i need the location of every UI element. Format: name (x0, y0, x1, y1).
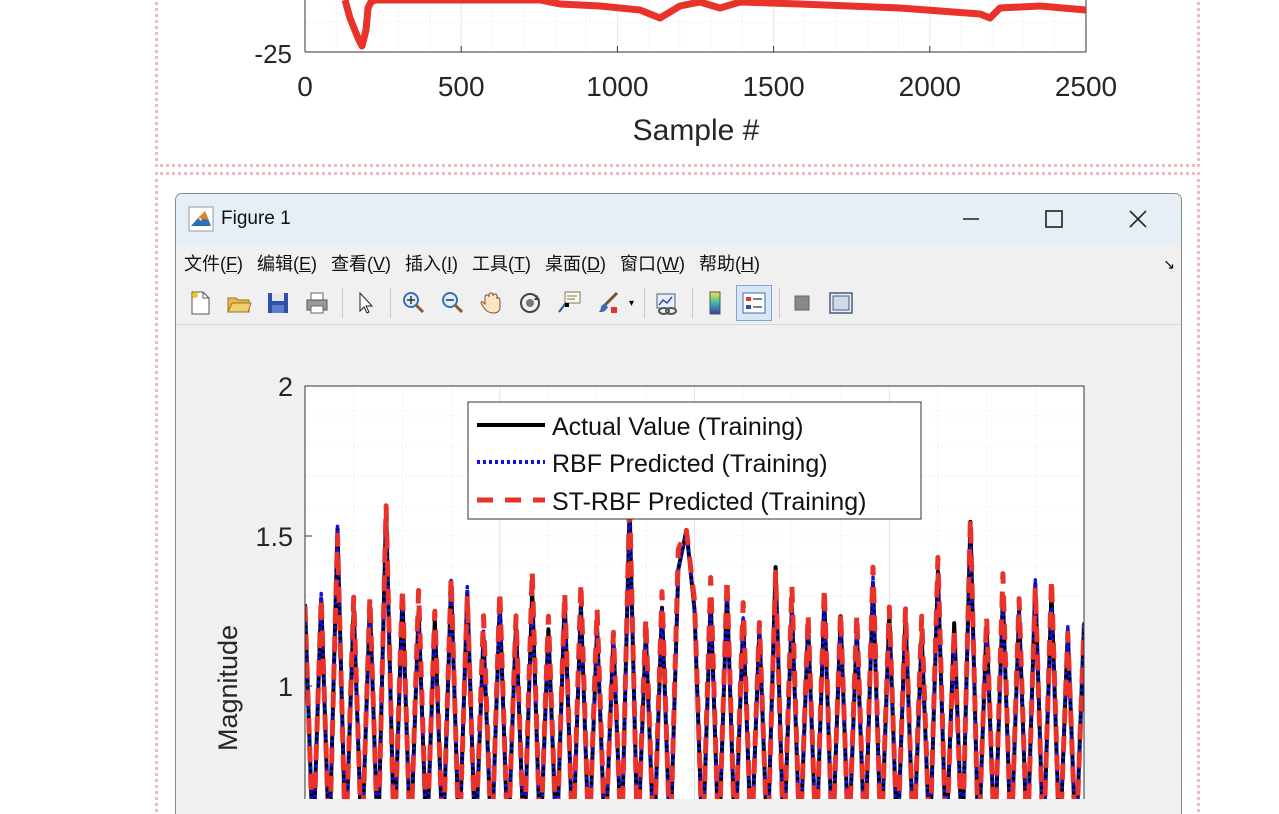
zoom-in-button[interactable] (395, 285, 431, 321)
menu-window[interactable]: 窗口(W) (620, 254, 686, 274)
close-button[interactable] (1108, 194, 1168, 244)
save-icon (268, 293, 288, 313)
top-x-tick-label: 1000 (586, 71, 648, 102)
window-title: Figure 1 (221, 208, 291, 229)
rotate-3d-button[interactable] (512, 285, 548, 321)
maximize-icon (1045, 210, 1063, 228)
link-plot-icon (656, 293, 678, 315)
legend-button[interactable] (736, 285, 773, 321)
show-plot-tools-button[interactable] (823, 285, 859, 321)
open-file-button[interactable] (221, 285, 257, 321)
top-chart: -25 0 500 1000 1500 2000 2500 Sample # (254, 0, 1117, 147)
menu-bar: 文件(F) 编辑(E) 查看(V) 插入(I) 工具(T) 桌面(D) 窗口(W… (176, 244, 1181, 282)
menu-help[interactable]: 帮助(H) (699, 254, 761, 274)
toolbar-separator (342, 288, 343, 318)
rotate-3d-icon (520, 293, 540, 313)
top-chart-grid (305, 0, 1086, 52)
matlab-logo-icon (188, 206, 214, 232)
menu-desktop[interactable]: 桌面(D) (545, 254, 607, 274)
top-chart-ytick-label: -25 (254, 39, 292, 69)
show-plot-tools-icon (829, 292, 853, 314)
top-x-tick-label: 0 (297, 71, 313, 102)
menu-edit[interactable]: 编辑(E) (257, 254, 318, 274)
plot-area (176, 325, 1181, 814)
pan-button[interactable] (473, 285, 509, 321)
select-button[interactable] (347, 285, 383, 321)
menu-file[interactable]: 文件(F) (184, 254, 243, 274)
toolbar-separator (779, 288, 781, 318)
title-bar: Figure 1 (176, 194, 1181, 244)
toolbar-separator (644, 288, 646, 318)
zoom-out-icon (442, 292, 464, 314)
top-chart-xlabel: Sample # (633, 114, 760, 147)
print-button[interactable] (299, 285, 335, 321)
print-icon (306, 292, 328, 314)
brush-button[interactable] (590, 285, 626, 321)
minimize-icon (963, 218, 979, 220)
data-tips-button[interactable] (551, 285, 587, 321)
select-arrow-icon (359, 291, 374, 314)
data-tips-icon (558, 291, 581, 313)
new-figure-button[interactable] (182, 285, 218, 321)
top-x-tick-label: 500 (438, 71, 485, 102)
close-icon (1129, 210, 1147, 228)
menu-tools[interactable]: 工具(T) (472, 254, 532, 274)
top-x-tick-label: 1500 (742, 71, 804, 102)
zoom-in-icon (403, 292, 425, 314)
minimize-button[interactable] (941, 194, 1001, 244)
menu-insert[interactable]: 插入(I) (405, 254, 459, 274)
dock-arrow-icon[interactable]: ↘ (1163, 256, 1175, 272)
colorbar-icon (709, 291, 721, 315)
menu-view[interactable]: 查看(V) (331, 254, 392, 274)
hide-plot-tools-icon (794, 295, 810, 311)
maximize-button[interactable] (1024, 194, 1084, 244)
pan-hand-icon (480, 292, 501, 314)
top-x-tick-label: 2500 (1055, 71, 1117, 102)
toolbar-separator (692, 288, 694, 318)
bottom-figure-frame (155, 172, 1200, 812)
new-figure-icon (191, 291, 210, 315)
legend-icon (742, 292, 766, 314)
brush-dropdown-icon[interactable]: ▾ (629, 297, 635, 309)
top-x-tick-label: 2000 (899, 71, 961, 102)
zoom-out-button[interactable] (434, 285, 470, 321)
hide-plot-tools-button[interactable] (784, 285, 820, 321)
top-chart-series-line (341, 0, 1087, 50)
save-button[interactable] (260, 285, 296, 321)
toolbar-separator (390, 288, 391, 318)
figure-toolbar: ▾ (176, 282, 1181, 325)
top-chart-x-ticks: 0 500 1000 1500 2000 2500 (297, 46, 1117, 102)
top-figure-frame (155, 0, 1200, 167)
link-plot-button[interactable] (649, 285, 685, 321)
open-file-icon (227, 297, 252, 313)
colorbar-button[interactable] (697, 285, 733, 321)
brush-icon (599, 291, 619, 313)
figure-window: Figure 1 文件(F) 编辑(E) 查看(V) 插入(I) 工具(T) 桌… (175, 193, 1182, 814)
